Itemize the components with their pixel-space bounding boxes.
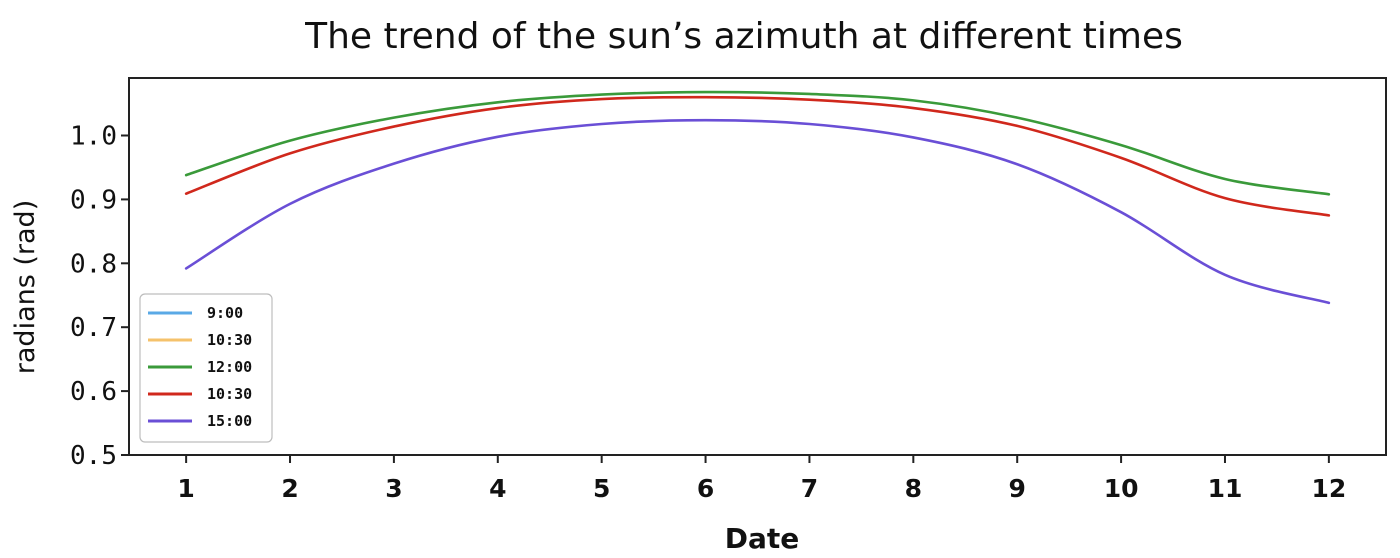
x-tick-label: 3 bbox=[385, 474, 402, 503]
legend-label: 9:00 bbox=[207, 304, 243, 322]
chart-title: The trend of the sun’s azimuth at differ… bbox=[304, 16, 1183, 57]
y-tick-label: 1.0 bbox=[70, 122, 117, 152]
y-axis-label: radians (rad) bbox=[10, 200, 41, 374]
x-tick-label: 12 bbox=[1311, 474, 1346, 503]
x-tick-label: 11 bbox=[1208, 474, 1243, 503]
series-lines bbox=[184, 90, 1331, 305]
y-tick-label: 0.7 bbox=[70, 313, 117, 343]
y-tick-label: 0.8 bbox=[70, 249, 117, 279]
x-tick-label: 2 bbox=[281, 474, 298, 503]
x-tick-label: 7 bbox=[801, 474, 818, 503]
y-axis: 0.5 0.6 0.7 0.8 0.9 1.0 bbox=[70, 122, 129, 471]
x-tick-label: 1 bbox=[177, 474, 194, 503]
legend-label: 10:30 bbox=[207, 331, 252, 349]
y-tick-label: 0.9 bbox=[70, 185, 117, 215]
x-tick-label: 6 bbox=[697, 474, 714, 503]
x-tick-label: 10 bbox=[1104, 474, 1139, 503]
x-tick-label: 5 bbox=[593, 474, 610, 503]
legend-box bbox=[139, 293, 273, 443]
series-line-4 bbox=[184, 118, 1331, 305]
legend-label: 10:30 bbox=[207, 385, 252, 403]
x-axis-label: Date bbox=[725, 522, 800, 555]
x-tick-label: 9 bbox=[1009, 474, 1026, 503]
y-tick-label: 0.6 bbox=[70, 377, 117, 407]
legend-label: 12:00 bbox=[207, 358, 252, 376]
series-line-3 bbox=[184, 95, 1331, 217]
x-tick-label: 4 bbox=[489, 474, 506, 503]
series-line-2 bbox=[184, 90, 1331, 196]
y-tick-label: 0.5 bbox=[70, 441, 117, 471]
legend: 9:00 10:30 12:00 10:30 15:00 bbox=[139, 293, 273, 443]
x-axis: 1 2 3 4 5 6 7 8 9 10 11 12 bbox=[177, 455, 1346, 503]
x-tick-label: 8 bbox=[905, 474, 922, 503]
legend-label: 15:00 bbox=[207, 412, 252, 430]
